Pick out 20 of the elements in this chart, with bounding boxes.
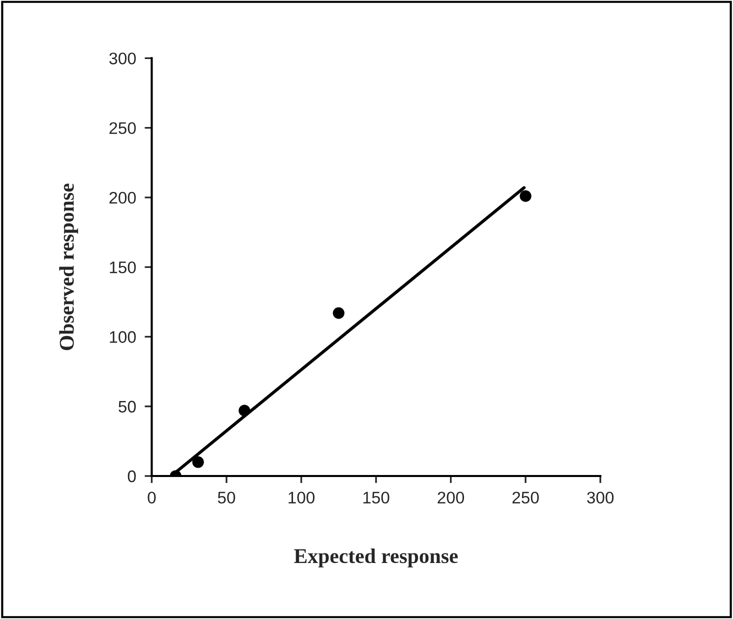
x-tick-label: 0 [148,492,156,504]
y-tick-label: 0 [128,470,136,482]
y-tick-label: 300 [109,52,136,64]
point [520,190,532,202]
x-tick-label: 150 [363,492,390,504]
y-tick-label: 250 [109,122,136,134]
y-tick-label: 200 [109,192,136,204]
y-tick-label: 100 [110,331,136,343]
y-tick-label: 50 [118,400,136,413]
x-axis-title: Expected response [294,548,458,568]
x-tick-label: 200 [438,492,464,504]
y-axis-title: Observed response [59,184,78,350]
point [192,456,204,468]
point [332,307,344,319]
y-tick-label: 150 [110,262,136,274]
x-tick-label: 250 [512,492,539,504]
x-tick-label: 100 [288,492,315,504]
x-tick-label: 50 [218,492,236,504]
point [238,404,250,416]
x-tick-label: 300 [587,492,614,504]
